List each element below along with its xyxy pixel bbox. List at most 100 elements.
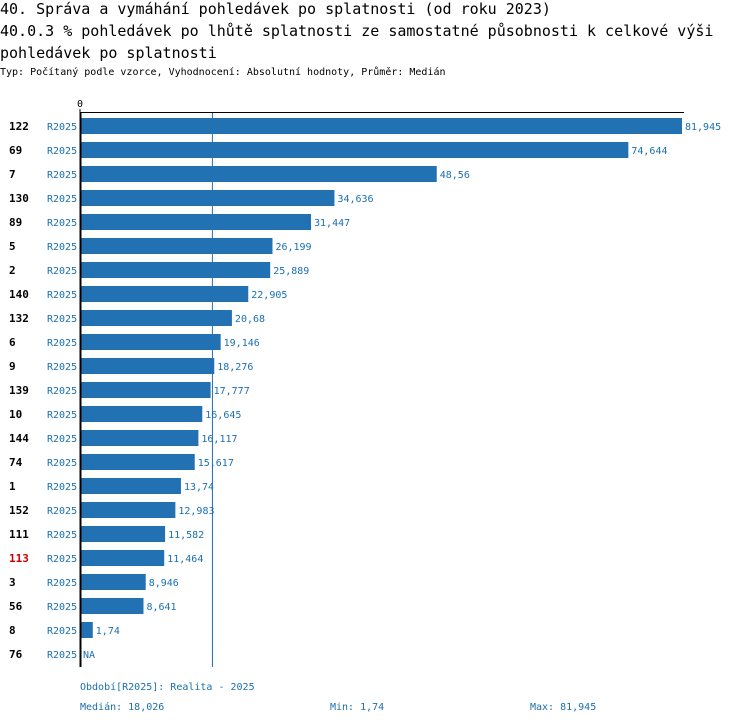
row-period-label: R2025 <box>47 242 77 253</box>
row-period-label: R2025 <box>47 122 77 133</box>
bar-value-label: NA <box>83 650 95 661</box>
row-period-label: R2025 <box>47 314 77 325</box>
row-id-label: 7 <box>9 168 16 181</box>
bar <box>80 334 221 350</box>
bar-value-label: 12,983 <box>178 506 214 517</box>
row-period-label: R2025 <box>47 338 77 349</box>
bar <box>80 550 165 566</box>
row-period-label: R2025 <box>47 602 77 613</box>
bar-value-label: 17,777 <box>214 386 250 397</box>
bar-value-label: 11,582 <box>168 530 204 541</box>
row-id-label: 152 <box>9 504 29 517</box>
bar-value-label: 11,464 <box>167 554 203 565</box>
row-period-label: R2025 <box>47 170 77 181</box>
row-id-label: 10 <box>9 408 22 421</box>
row-id-label: 2 <box>9 264 16 277</box>
bar <box>80 262 271 278</box>
bar <box>80 238 273 254</box>
row-id-label: 56 <box>9 600 23 613</box>
bar-value-label: 15,617 <box>198 458 234 469</box>
footer-median: Medián: 18,026 <box>80 702 165 713</box>
bar-value-label: 8,641 <box>146 602 176 613</box>
bar <box>80 286 249 302</box>
row-id-label: 6 <box>9 336 16 349</box>
bar-value-label: 22,905 <box>251 290 287 301</box>
bar <box>80 622 93 638</box>
bar-value-label: 8,946 <box>149 578 179 589</box>
row-id-label: 74 <box>9 456 23 469</box>
row-period-label: R2025 <box>47 410 77 421</box>
bar <box>80 382 211 398</box>
row-period-label: R2025 <box>47 434 77 445</box>
row-id-label: 111 <box>9 528 29 541</box>
bar <box>80 598 144 614</box>
bar-value-label: 74,644 <box>631 146 667 157</box>
axis-zero-label: 0 <box>77 99 83 110</box>
bar <box>80 430 199 446</box>
bar <box>80 526 166 542</box>
bar <box>80 406 203 422</box>
row-period-label: R2025 <box>47 530 77 541</box>
row-period-label: R2025 <box>47 626 77 637</box>
row-period-label: R2025 <box>47 554 77 565</box>
bar-value-label: 34,636 <box>337 194 373 205</box>
footer-period: Období[R2025]: Realita - 2025 <box>80 682 255 693</box>
row-id-label: 3 <box>9 576 16 589</box>
bar <box>80 478 181 494</box>
row-period-label: R2025 <box>47 650 77 661</box>
row-id-label: 140 <box>9 288 29 301</box>
bar-value-label: 25,889 <box>273 266 309 277</box>
bar-value-label: 81,945 <box>685 122 721 133</box>
footer-max: Max: 81,945 <box>530 702 597 713</box>
bar <box>80 118 682 134</box>
bar-value-label: 20,68 <box>235 314 265 325</box>
row-period-label: R2025 <box>47 386 77 397</box>
row-period-label: R2025 <box>47 146 77 157</box>
row-period-label: R2025 <box>47 266 77 277</box>
bar <box>80 454 195 470</box>
row-id-label: 9 <box>9 360 16 373</box>
bar-value-label: 16,117 <box>201 434 237 445</box>
row-id-label: 130 <box>9 192 29 205</box>
footer-min: Min: 1,74 <box>330 702 385 713</box>
bar <box>80 142 629 158</box>
row-id-label: 5 <box>9 240 16 253</box>
row-period-label: R2025 <box>47 578 77 589</box>
row-id-label: 89 <box>9 216 22 229</box>
row-id-label: 1 <box>9 480 16 493</box>
row-period-label: R2025 <box>47 506 77 517</box>
bar-value-label: 19,146 <box>224 338 260 349</box>
bar <box>80 310 232 326</box>
row-period-label: R2025 <box>47 362 77 373</box>
row-id-label: 122 <box>9 120 29 133</box>
row-id-label: 113 <box>9 552 29 565</box>
row-id-label: 144 <box>9 432 29 445</box>
bar <box>80 166 437 182</box>
row-id-label: 76 <box>9 648 23 661</box>
bar-value-label: 18,276 <box>217 362 253 373</box>
bar-value-label: 13,74 <box>184 482 214 493</box>
bar <box>80 574 146 590</box>
chart-title: 40. Správa a vymáhání pohledávek po spla… <box>0 0 551 18</box>
bar <box>80 214 312 230</box>
row-id-label: 132 <box>9 312 29 325</box>
bar <box>80 502 176 518</box>
bar-value-label: 31,447 <box>314 218 350 229</box>
bar-value-label: 1,74 <box>96 626 120 637</box>
row-id-label: 139 <box>9 384 29 397</box>
bar <box>80 358 215 374</box>
bar-value-label: 26,199 <box>275 242 311 253</box>
row-id-label: 69 <box>9 144 22 157</box>
row-id-label: 8 <box>9 624 16 637</box>
chart-meta: Typ: Počítaný podle vzorce, Vyhodnocení:… <box>0 67 446 78</box>
row-period-label: R2025 <box>47 218 77 229</box>
row-period-label: R2025 <box>47 458 77 469</box>
row-period-label: R2025 <box>47 482 77 493</box>
row-period-label: R2025 <box>47 290 77 301</box>
row-period-label: R2025 <box>47 194 77 205</box>
bar <box>80 190 335 206</box>
bar-value-label: 48,56 <box>440 170 470 181</box>
bar-value-label: 16,645 <box>205 410 241 421</box>
chart-subtitle: 40.0.3 % pohledávek po lhůtě splatnosti … <box>0 22 714 62</box>
